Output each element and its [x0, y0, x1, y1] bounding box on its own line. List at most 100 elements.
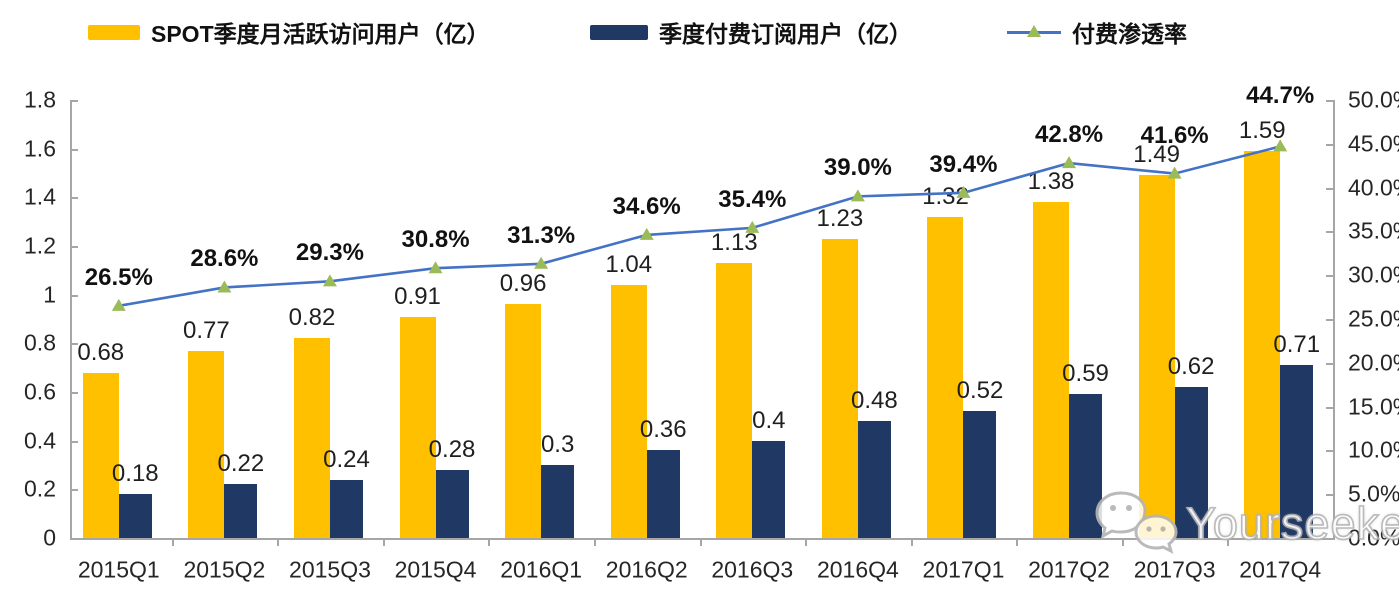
y-axis-right-label: 5.0%: [1348, 480, 1399, 507]
subscriber-bar-value-label: 0.71: [1273, 331, 1321, 359]
y-axis-left-label: 1.8: [24, 86, 56, 113]
triangle-marker: [217, 280, 232, 293]
y-axis-left-tick: [70, 148, 78, 151]
legend-label-mau: SPOT季度月活跃访问用户（亿）: [151, 21, 490, 47]
subscriber-bar-value-label: 0.24: [323, 445, 370, 473]
triangle-marker: [850, 189, 865, 202]
x-axis-tick: [593, 538, 596, 546]
subscriber-bar-value-label: 0.59: [1062, 360, 1109, 388]
x-axis-category-label: 2016Q3: [711, 556, 794, 583]
y-axis-right: [1333, 100, 1335, 538]
y-axis-right-label: 15.0%: [1348, 393, 1399, 420]
y-axis-left-label: 0.6: [24, 378, 56, 405]
mau-bar-value-label: 1.04: [605, 250, 653, 278]
subscriber-bar-value-label: 0.48: [851, 387, 898, 415]
x-axis-tick: [277, 538, 280, 546]
subscriber-bar-value-label: 0.28: [428, 435, 476, 463]
penetration-rate-label: 34.6%: [612, 192, 681, 220]
y-axis-right-label: 25.0%: [1348, 305, 1399, 332]
mau-bar: [505, 304, 542, 538]
mau-bar-value-label: 0.82: [288, 304, 336, 332]
penetration-rate-label: 41.6%: [1140, 121, 1209, 149]
penetration-rate-label: 28.6%: [190, 245, 259, 273]
x-axis-tick: [488, 538, 491, 546]
y-axis-left-label: 1: [43, 281, 56, 308]
subscriber-bar-value-label: 0.18: [111, 460, 159, 488]
penetration-rate-label: 35.4%: [718, 185, 787, 213]
mau-bar: [188, 350, 225, 538]
penetration-rate-label: 29.3%: [295, 239, 364, 267]
mau-bar-value-label: 1.38: [1027, 168, 1075, 196]
y-axis-left-label: 0: [43, 524, 56, 551]
subscriber-bar-value-label: 0.22: [217, 450, 265, 478]
triangle-marker: [1062, 156, 1077, 169]
x-axis-category-label: 2016Q1: [500, 556, 583, 583]
penetration-rate-label: 31.3%: [507, 221, 576, 249]
y-axis-right-tick: [1326, 450, 1334, 453]
x-axis-category-label: 2015Q4: [394, 556, 477, 583]
wechat-icon: [1095, 491, 1178, 554]
subscriber-bar: [118, 494, 152, 538]
legend-item-penetration: 付费渗透率: [1007, 16, 1187, 48]
y-axis-right-tick: [1326, 362, 1334, 365]
subscriber-bar: [752, 440, 786, 538]
penetration-rate-label: 30.8%: [401, 226, 470, 254]
mau-bar-value-label: 1.32: [922, 182, 969, 210]
subscriber-bar: [857, 421, 891, 538]
x-axis-tick: [171, 538, 174, 546]
penetration-rate-label: 39.0%: [823, 154, 892, 182]
y-axis-right-tick: [1326, 187, 1334, 190]
triangle-marker: [534, 256, 549, 269]
subscriber-bar: [224, 484, 258, 538]
mau-bar: [399, 316, 436, 538]
x-axis-tick: [805, 538, 808, 546]
legend-item-mau: SPOT季度月活跃访问用户（亿）: [88, 16, 490, 48]
y-axis-left: [70, 100, 72, 538]
subscriber-bar: [963, 411, 997, 538]
legend-triangle-icon: [1027, 25, 1041, 37]
y-axis-left-tick: [70, 440, 78, 443]
y-axis-left-tick: [70, 392, 78, 394]
y-axis-right-tick: [1326, 406, 1334, 409]
mau-bar: [82, 372, 119, 538]
y-axis-right-label: 20.0%: [1348, 349, 1399, 376]
x-axis-category-label: 2016Q4: [816, 556, 899, 583]
y-axis-right-tick: [1326, 100, 1334, 102]
y-axis-right-tick: [1326, 494, 1334, 497]
y-axis-right-tick: [1326, 319, 1334, 321]
x-axis-tick: [1121, 538, 1124, 546]
watermark-text: Yourseeker: [1185, 497, 1399, 550]
mau-bar-value-label: 1.23: [816, 204, 864, 232]
mau-bar: [610, 284, 647, 538]
penetration-legend-marker: [1007, 24, 1061, 40]
y-axis-left-label: 1.4: [24, 183, 56, 210]
y-axis-left-tick: [70, 294, 78, 297]
mau-bar-value-label: 0.77: [183, 316, 230, 344]
subscriber-bar: [541, 465, 575, 538]
mau-bar-value-label: 0.68: [77, 338, 125, 366]
y-axis-right-tick: [1326, 143, 1334, 146]
x-axis-category-label: 2017Q2: [1028, 556, 1110, 583]
y-axis-right-label: 10.0%: [1348, 436, 1399, 463]
mau-bar-value-label: 0.91: [394, 282, 441, 310]
penetration-rate-label: 42.8%: [1035, 121, 1104, 149]
x-axis-tick: [1016, 538, 1019, 546]
y-axis-right-label: 0.0%: [1348, 524, 1399, 551]
x-axis-category-label: 2017Q4: [1239, 556, 1322, 583]
y-axis-left-tick: [70, 246, 78, 248]
x-axis-category-label: 2017Q1: [922, 556, 1005, 583]
mau-bar: [716, 263, 753, 538]
penetration-rate-label: 26.5%: [84, 263, 153, 291]
y-axis-right-tick: [1326, 275, 1334, 278]
y-axis-right-label: 45.0%: [1348, 130, 1399, 157]
y-axis-left-tick: [70, 197, 78, 200]
triangle-marker: [639, 227, 654, 240]
penetration-rate-label: 44.7%: [1246, 82, 1315, 110]
subscriber-bar-value-label: 0.62: [1167, 353, 1215, 381]
penetration-rate-label: 39.4%: [929, 150, 998, 178]
x-axis-category-label: 2017Q3: [1133, 556, 1216, 583]
y-axis-left-tick: [70, 489, 78, 492]
y-axis-left-tick: [70, 100, 78, 102]
subscriber-bar-value-label: 0.52: [956, 377, 1004, 405]
